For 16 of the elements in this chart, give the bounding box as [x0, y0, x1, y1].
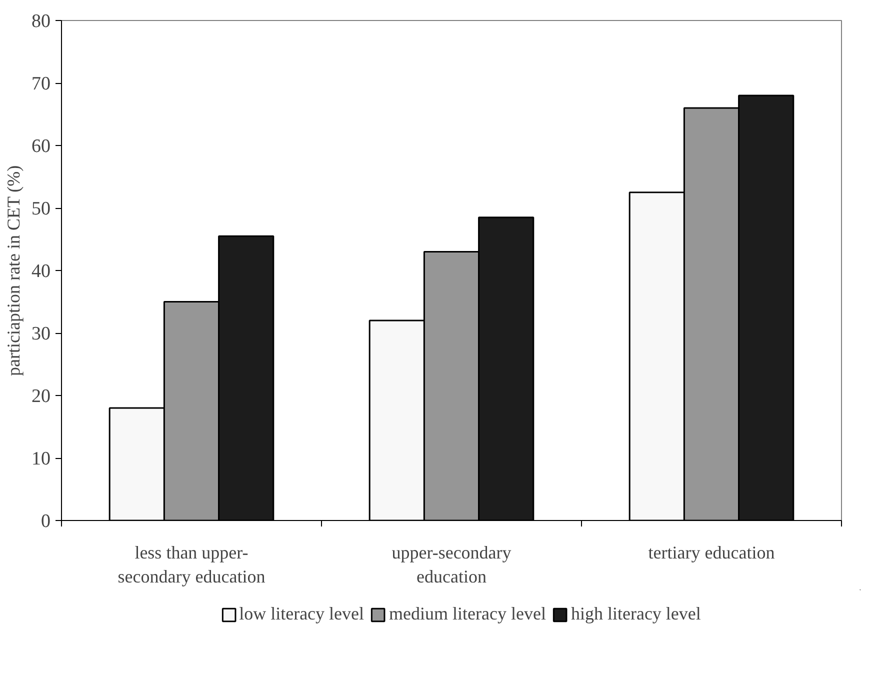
y-axis-title: particiaption rate in CET (%): [4, 165, 24, 376]
x-tick-label: tertiary education: [648, 542, 775, 562]
y-tick-label: 10: [32, 448, 50, 470]
y-tick-label: 30: [32, 324, 50, 344]
legend-label: medium literacy level: [389, 604, 546, 624]
y-tick-label: 0: [41, 511, 50, 532]
x-tick-label: less than upper-secondary education: [118, 542, 266, 586]
legend-label: high literacy level: [570, 604, 701, 624]
y-tick-label: 60: [32, 136, 50, 157]
y-tick-label: 20: [32, 386, 50, 407]
y-tick-label: 80: [32, 11, 50, 32]
y-tick-label: 70: [32, 74, 50, 94]
y-tick-label: 40: [32, 261, 50, 282]
x-tick-label: upper-secondary education: [392, 542, 512, 586]
legend-label: low literacy level: [239, 604, 364, 624]
y-tick-label: 50: [32, 198, 50, 220]
